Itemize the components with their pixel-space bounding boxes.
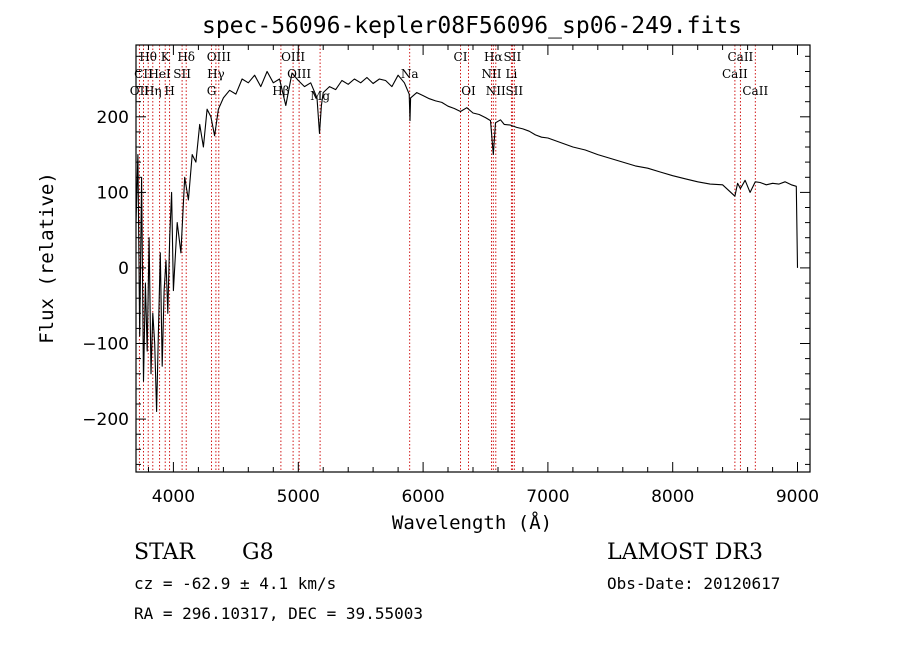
spectral-line-label: HeI xyxy=(148,67,171,81)
spectral-line-label: Li xyxy=(505,67,517,81)
spectral-line-label: CaII xyxy=(742,84,768,98)
spectral-line-label: NII xyxy=(482,67,502,81)
x-tick-label: 5000 xyxy=(277,487,320,507)
x-tick-label: 7000 xyxy=(526,487,569,507)
y-tick-label: −200 xyxy=(82,410,129,430)
obs-date: Obs-Date: 20120617 xyxy=(607,574,780,593)
spectral-line-label: Hα xyxy=(484,50,503,64)
y-tick-label: 200 xyxy=(97,108,129,128)
survey-name: LAMOST DR3 xyxy=(607,540,763,565)
y-axis-label: Flux (relative) xyxy=(36,172,58,344)
spectral-line-label: Hη xyxy=(144,84,162,98)
spectral-line-label: OIII xyxy=(281,50,305,64)
redshift-text: cz = -62.9 ± 4.1 km/s xyxy=(134,574,336,593)
spectral-line-label: Mg xyxy=(310,89,330,103)
spectrum-line xyxy=(135,70,799,413)
spectral-line-label: OIII xyxy=(207,50,231,64)
spectral-line-label: OII xyxy=(130,84,150,98)
spectral-line-label: G xyxy=(207,84,217,98)
spectral-line-label: Hβ xyxy=(272,84,289,98)
spectral-line-label: SII xyxy=(173,67,191,81)
coordinates: RA = 296.10317, DEC = 39.55003 xyxy=(134,604,423,623)
chart-title: spec-56096-kepler08F56096_sp06-249.fits xyxy=(202,13,742,39)
spectral-line-label: CII xyxy=(134,67,153,81)
x-tick-label: 9000 xyxy=(776,487,819,507)
axes-layer: 4000 5000 6000 7000 8000 9000 −200 −100 0 100 200 xyxy=(82,45,819,507)
spectral-line-label: Hγ xyxy=(207,67,225,81)
x-axis-label: Wavelength (Å) xyxy=(392,511,552,534)
spectral-line-label: NII xyxy=(486,84,506,98)
spectral-line-label: CaII xyxy=(722,67,748,81)
y-tick-label: 100 xyxy=(97,183,129,203)
x-tick-label: 8000 xyxy=(651,487,694,507)
spectral-line-label: K xyxy=(161,50,171,64)
info-block: STAR G8 LAMOST DR3 cz = -62.9 ± 4.1 km/s… xyxy=(134,540,780,623)
plot-area xyxy=(135,70,799,413)
spectral-line-label: Hθ xyxy=(139,50,157,64)
spectral-line-label: H xyxy=(164,84,174,98)
object-subclass: G8 xyxy=(242,540,274,565)
y-tick-label: −100 xyxy=(82,335,129,355)
spectral-line-label: SII xyxy=(505,84,523,98)
spectral-line-label: OIII xyxy=(287,67,311,81)
spectral-line-label: Hδ xyxy=(177,50,195,64)
object-class: STAR xyxy=(134,540,196,565)
x-tick-label: 4000 xyxy=(152,487,195,507)
spectral-line-label: SII xyxy=(504,50,522,64)
spectral-line-label: Na xyxy=(401,67,419,81)
x-tick-label: 6000 xyxy=(401,487,444,507)
spectral-line-label: CI xyxy=(454,50,468,64)
spectral-line-label: CaII xyxy=(727,50,753,64)
y-tick-label: 0 xyxy=(118,259,129,279)
spectral-line-label: OI xyxy=(461,84,476,98)
line-marker-labels-layer: Hθ CII OII K HeI Hη Hδ SII H OIII Hγ G OIII OIII Hβ Mg N… xyxy=(130,50,769,103)
